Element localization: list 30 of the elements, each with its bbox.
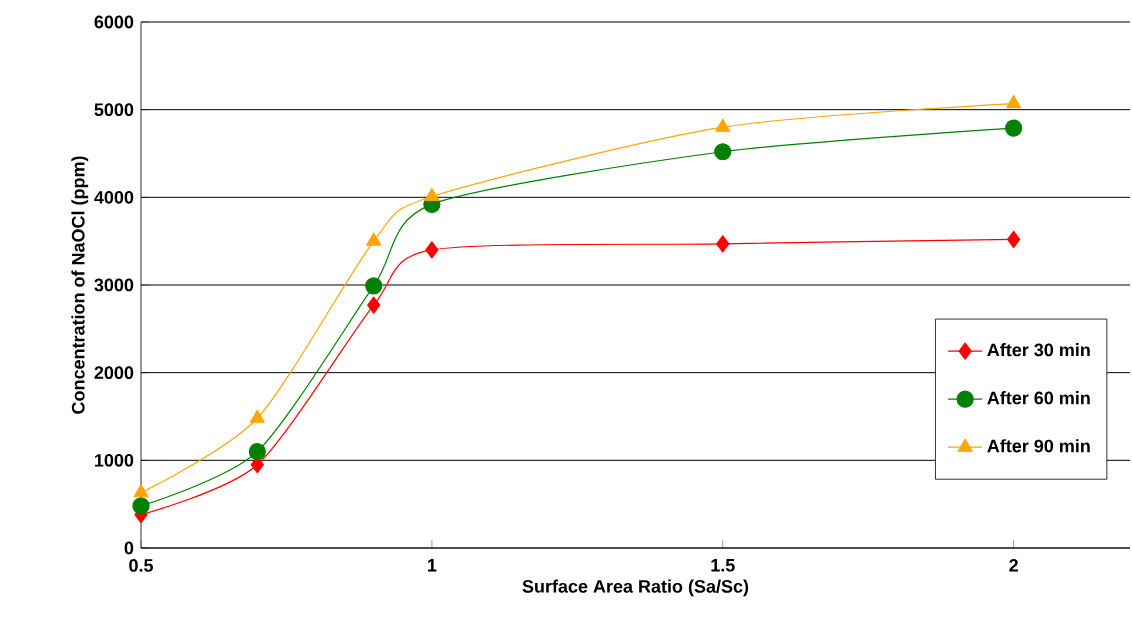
point	[1007, 230, 1021, 249]
legend-label: After 30 min	[987, 343, 1090, 357]
point	[425, 241, 439, 259]
x-axis-title: Surface Area Ratio (Sa/Sc)	[522, 579, 749, 597]
legend-label: After 60 min	[987, 391, 1090, 405]
y-tick-label: 0	[124, 541, 134, 555]
point	[714, 143, 732, 161]
point	[715, 118, 731, 132]
point	[366, 232, 382, 246]
x-tick-label: 1.5	[711, 559, 735, 572]
y-tick-label: 5000	[94, 103, 134, 117]
point	[1006, 94, 1022, 109]
point	[365, 277, 383, 295]
point	[1005, 119, 1023, 137]
point	[133, 484, 149, 498]
point	[248, 442, 266, 461]
point	[367, 296, 381, 314]
y-tick-label: 3000	[94, 278, 134, 292]
legend-label: After 90 min	[987, 439, 1090, 453]
point	[424, 187, 440, 202]
y-tick-label: 1000	[95, 453, 134, 467]
y-axis-title: Concentration of NaOCl (ppm)	[71, 156, 89, 414]
y-tick-label: 2000	[94, 366, 134, 380]
y-tick-label: 6000	[94, 15, 134, 29]
x-tick-label: 0.5	[129, 559, 154, 572]
x-tick-label: 2	[1009, 559, 1018, 572]
x-tick-label: 1	[428, 559, 437, 572]
point	[132, 497, 150, 515]
y-tick-label: 4000	[94, 190, 134, 204]
point	[716, 235, 730, 253]
